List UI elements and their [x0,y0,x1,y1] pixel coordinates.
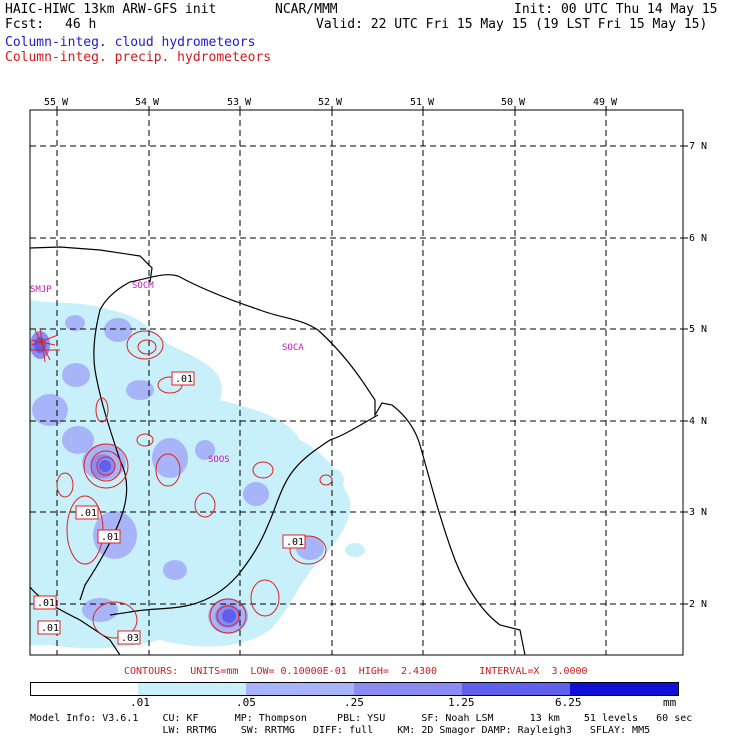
station-label: SOCA [282,343,304,353]
station-label: SOOS [208,455,230,465]
lat-label: 5 N [689,324,708,335]
contour-labels: .01 .01 .01 .01 .01 .01 .03 [33,371,306,645]
colorbar-segment [570,682,679,696]
contour-label: .01 [79,508,97,519]
colorbar-segment [246,682,354,696]
institution: NCAR/MMM [275,2,338,17]
contour-info: CONTOURS: UNITS=mm LOW= 0.10000E-01 HIGH… [124,666,588,677]
forecast-hours: 46 h [65,17,97,32]
lon-label: 49 W [593,97,618,108]
map-frame [29,109,684,656]
lon-label: 54 W [135,97,160,108]
cloud-field-title: Column-integ. cloud hydrometeors [5,35,256,50]
lat-label: 7 N [689,141,708,152]
init-time: Init: 00 UTC Thu 14 May 15 [514,2,718,17]
colorbar-segment [30,682,139,696]
model-title: HAIC-HIWC 13km ARW-GFS init [5,2,217,17]
colorbar-units: mm [663,696,677,709]
lon-label: 55 W [44,97,69,108]
station-label: SOCM [132,281,154,291]
lat-label: 3 N [689,507,708,518]
lat-label: 6 N [689,233,708,244]
colorbar-segment [138,682,246,696]
colorbar-tick: 6.25 [555,696,582,709]
contour-label: .01 [286,537,304,548]
contour-label: .01 [41,623,59,634]
precip-contours [30,327,333,639]
contour-label: .03 [121,633,139,644]
lat-label: 4 N [689,416,708,427]
colorbar-segment [462,682,570,696]
lon-label: 52 W [318,97,343,108]
colorbar-segment [354,682,462,696]
colorbar-tick: .25 [344,696,364,709]
model-info-line2: LW: RRTMG SW: RRTMG DIFF: full KM: 2D Sm… [30,725,651,736]
model-info-line1: Model Info: V3.6.1 CU: KF MP: Thompson P… [30,713,693,724]
contour-label: .01 [175,374,193,385]
forecast-label: Fcst: [5,17,45,32]
colorbar-tick: .05 [236,696,256,709]
colorbar-tick: 1.25 [448,696,475,709]
coastlines-borders [30,246,526,655]
contour-label: .01 [101,532,119,543]
valid-time: Valid: 22 UTC Fri 15 May 15 (19 LST Fri … [316,17,708,32]
lon-label: 50 W [501,97,526,108]
cloud-shading [30,300,365,649]
station-label: SMJP [30,285,52,295]
lon-label: 51 W [410,97,435,108]
contour-label: .01 [37,598,55,609]
lat-lon-grid [30,110,683,655]
colorbar-tick: .01 [130,696,150,709]
station-labels: SMJP SOCM SOCA SOOS [30,281,304,465]
lon-label: 53 W [227,97,252,108]
precip-field-title: Column-integ. precip. hydrometeors [5,50,272,65]
lat-label: 2 N [689,599,708,610]
